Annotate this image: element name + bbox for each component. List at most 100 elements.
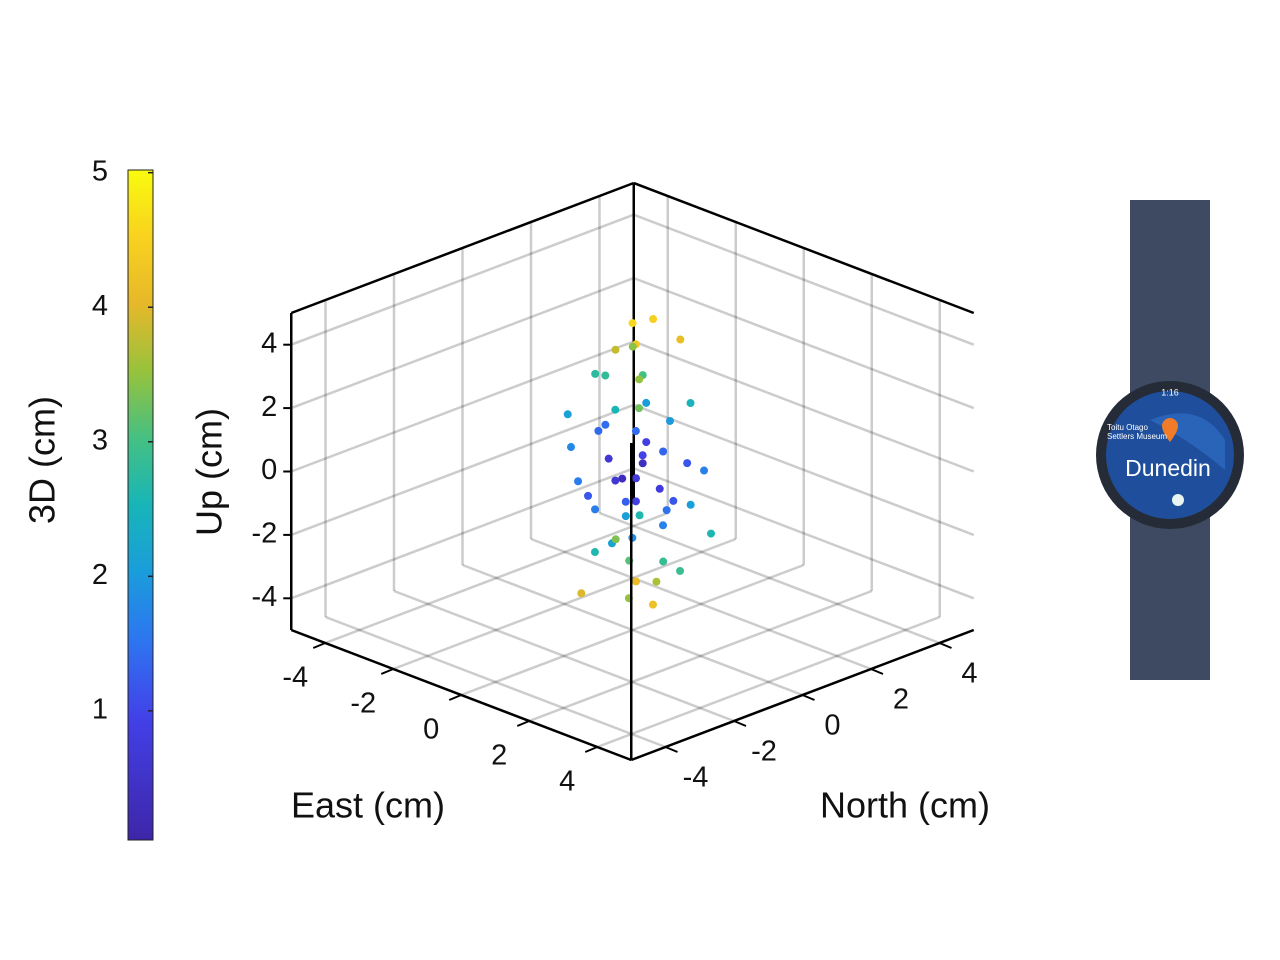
y-tick-label: 4 — [961, 658, 977, 690]
map-label: Settlers Museum — [1107, 432, 1167, 441]
grid-line — [290, 403, 635, 537]
point — [563, 410, 572, 419]
y-tick-label: 2 — [893, 684, 909, 716]
z-tick-label: 2 — [261, 391, 277, 423]
y-axis-label: North (cm) — [820, 785, 990, 826]
point — [611, 345, 620, 354]
point — [591, 505, 600, 514]
point — [628, 319, 637, 328]
point — [577, 589, 586, 598]
point — [659, 521, 667, 530]
z-tick-label: -2 — [251, 518, 277, 550]
point — [604, 454, 613, 463]
x-tick — [516, 720, 530, 727]
grid-line — [530, 537, 872, 671]
z-axis-label: Up (cm) — [189, 408, 230, 536]
grid-line — [290, 213, 635, 346]
grid-line — [290, 467, 635, 600]
colorbar-label: 3D (cm) — [22, 396, 63, 524]
x-tick — [380, 668, 394, 675]
x-tick-label: 4 — [559, 766, 575, 798]
grid-line — [528, 589, 873, 723]
point — [655, 484, 664, 493]
point — [601, 371, 610, 380]
point — [642, 398, 651, 407]
point — [632, 577, 641, 586]
point — [676, 566, 685, 575]
axis-edge — [633, 181, 975, 315]
point — [631, 497, 640, 506]
point — [686, 399, 695, 408]
point — [676, 335, 685, 344]
point — [590, 548, 599, 557]
grid-line — [596, 615, 941, 749]
grid-line — [633, 276, 975, 410]
colorbar — [127, 169, 154, 841]
x-tick — [448, 694, 462, 701]
point — [700, 466, 709, 475]
point — [686, 500, 695, 509]
watch-time: 1:16 — [1161, 387, 1179, 397]
point — [659, 557, 668, 566]
map-pin — [1162, 418, 1178, 442]
point — [591, 369, 600, 378]
place-name: Dunedin — [1125, 455, 1211, 481]
y-tick — [802, 694, 815, 701]
grid-line — [633, 467, 975, 600]
map-label: Toitu Otago — [1107, 423, 1148, 432]
point — [618, 474, 627, 483]
point — [566, 443, 575, 452]
point — [611, 535, 620, 544]
point — [642, 438, 651, 447]
grid-line — [290, 276, 635, 410]
point — [707, 529, 715, 538]
grid-line — [324, 511, 669, 645]
x-tick — [584, 746, 598, 753]
colorbar-tick-label: 1 — [92, 693, 108, 725]
grid-line — [392, 537, 737, 671]
point — [594, 426, 603, 435]
y-tick-label: -2 — [751, 736, 777, 768]
grid-line — [325, 615, 666, 749]
y-tick-label: -4 — [683, 762, 709, 794]
y-tick — [733, 720, 747, 727]
grid-line — [290, 340, 635, 473]
z-tick-label: -4 — [251, 581, 277, 613]
point — [638, 459, 647, 468]
point — [621, 497, 630, 506]
point — [649, 315, 658, 324]
grid-line — [633, 213, 975, 346]
watch-strap — [1130, 200, 1210, 680]
point — [574, 477, 583, 486]
point — [652, 577, 661, 586]
point — [662, 506, 671, 515]
watch: 1:16 Toitu Otago Settlers Museum Dunedin — [1096, 200, 1244, 680]
point — [638, 451, 647, 460]
map-icon — [1172, 494, 1184, 506]
point — [635, 404, 644, 413]
point — [611, 405, 620, 414]
x-axis-label: East (cm) — [291, 785, 445, 826]
y-tick — [870, 668, 884, 675]
point — [669, 496, 678, 505]
grid-line — [599, 511, 940, 645]
axis-edge — [290, 181, 635, 315]
grid-line — [633, 403, 975, 537]
colorbar-tick-label: 3 — [92, 424, 108, 456]
z-tick-label: 4 — [261, 327, 277, 359]
x-tick — [312, 642, 326, 649]
point — [635, 511, 644, 520]
point — [632, 474, 640, 483]
x-tick-label: -2 — [350, 688, 376, 720]
colorbar-tick-label: 2 — [92, 559, 108, 591]
grid-line — [633, 340, 975, 473]
point — [611, 476, 620, 485]
y-tick — [665, 746, 678, 753]
point — [665, 416, 674, 425]
grid-line — [393, 589, 735, 723]
x-tick-label: 0 — [423, 714, 439, 746]
colorbar-tick-label: 5 — [92, 155, 108, 187]
z-tick-label: 0 — [261, 454, 277, 486]
